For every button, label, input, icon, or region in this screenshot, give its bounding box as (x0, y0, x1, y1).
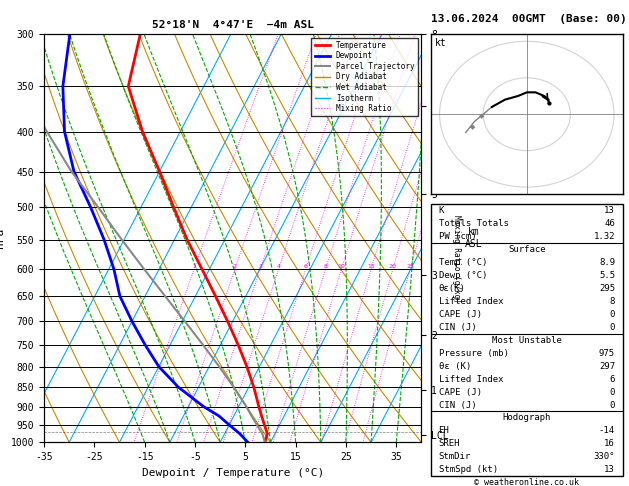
Text: -14: -14 (599, 426, 615, 435)
Text: θε(K): θε(K) (438, 284, 465, 293)
Text: SREH: SREH (438, 439, 460, 449)
Title: 52°18'N  4°47'E  −4m ASL: 52°18'N 4°47'E −4m ASL (152, 20, 314, 31)
Text: θε (K): θε (K) (438, 362, 470, 371)
Text: 20: 20 (389, 264, 397, 269)
Text: 0: 0 (610, 387, 615, 397)
Text: 3: 3 (258, 264, 262, 269)
Text: CAPE (J): CAPE (J) (438, 310, 482, 319)
X-axis label: Dewpoint / Temperature (°C): Dewpoint / Temperature (°C) (142, 468, 324, 478)
Text: Lifted Index: Lifted Index (438, 297, 503, 306)
Text: CIN (J): CIN (J) (438, 400, 476, 410)
Text: 295: 295 (599, 284, 615, 293)
Text: 5.5: 5.5 (599, 271, 615, 280)
Text: 0: 0 (610, 310, 615, 319)
Y-axis label: hPa: hPa (0, 228, 5, 248)
Text: Mixing Ratio (g/kg): Mixing Ratio (g/kg) (452, 215, 460, 302)
Text: Dewp (°C): Dewp (°C) (438, 271, 487, 280)
Text: Temp (°C): Temp (°C) (438, 258, 487, 267)
Text: 10: 10 (338, 264, 345, 269)
Text: EH: EH (438, 426, 449, 435)
Text: 13: 13 (604, 465, 615, 474)
Text: 15: 15 (367, 264, 375, 269)
Text: Most Unstable: Most Unstable (492, 336, 562, 345)
Text: Lifted Index: Lifted Index (438, 375, 503, 383)
Text: PW (cm): PW (cm) (438, 232, 476, 241)
Text: 8: 8 (324, 264, 328, 269)
Text: 0: 0 (610, 323, 615, 332)
Text: K: K (438, 206, 444, 215)
Text: 46: 46 (604, 219, 615, 228)
Text: 13: 13 (604, 206, 615, 215)
Text: 1: 1 (192, 264, 196, 269)
Text: 975: 975 (599, 348, 615, 358)
Text: 2: 2 (233, 264, 237, 269)
Text: CIN (J): CIN (J) (438, 323, 476, 332)
Text: ◆: ◆ (470, 124, 476, 130)
Text: kt: kt (435, 38, 447, 48)
Text: Surface: Surface (508, 245, 545, 254)
Legend: Temperature, Dewpoint, Parcel Trajectory, Dry Adiabat, Wet Adiabat, Isotherm, Mi: Temperature, Dewpoint, Parcel Trajectory… (311, 38, 418, 116)
Text: 6: 6 (304, 264, 308, 269)
Text: 25: 25 (406, 264, 414, 269)
Text: 1.32: 1.32 (594, 232, 615, 241)
Text: 6: 6 (610, 375, 615, 383)
Text: Totals Totals: Totals Totals (438, 219, 508, 228)
Text: Pressure (mb): Pressure (mb) (438, 348, 508, 358)
Text: CAPE (J): CAPE (J) (438, 387, 482, 397)
Text: 16: 16 (604, 439, 615, 449)
Text: 297: 297 (599, 362, 615, 371)
Text: StmSpd (kt): StmSpd (kt) (438, 465, 498, 474)
Text: 0: 0 (610, 400, 615, 410)
Text: 4: 4 (277, 264, 281, 269)
Y-axis label: km
ASL: km ASL (465, 227, 482, 249)
Text: 8: 8 (610, 297, 615, 306)
Text: StmDir: StmDir (438, 452, 470, 461)
Text: 8.9: 8.9 (599, 258, 615, 267)
Text: Hodograph: Hodograph (503, 414, 551, 422)
Text: 13.06.2024  00GMT  (Base: 00): 13.06.2024 00GMT (Base: 00) (431, 14, 626, 24)
Text: 330°: 330° (594, 452, 615, 461)
Text: ◆: ◆ (479, 113, 484, 119)
Text: © weatheronline.co.uk: © weatheronline.co.uk (474, 478, 579, 486)
